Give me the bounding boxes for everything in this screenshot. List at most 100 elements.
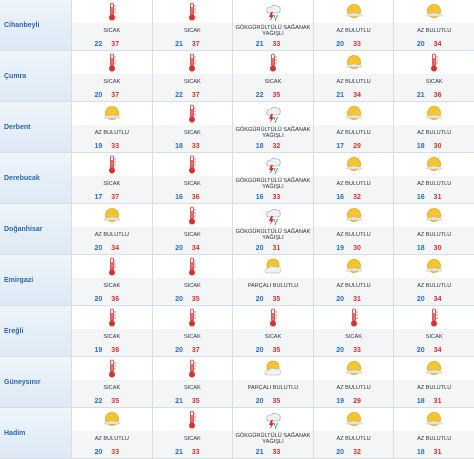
low-temp: 20 — [94, 448, 103, 456]
condition: SICAK — [183, 78, 201, 85]
low-temp: 18 — [255, 142, 264, 150]
icon — [424, 206, 444, 226]
day-details: AZ BULUTLU 17 29 — [313, 125, 394, 152]
low-temp: 21 — [255, 40, 264, 48]
day-cell: SICAK 19 38 — [72, 306, 153, 356]
day-cell: AZ BULUTLU 20 33 — [72, 408, 153, 458]
weather-icon — [153, 102, 233, 125]
condition: SICAK — [264, 333, 282, 340]
low-temp: 17 — [336, 142, 345, 150]
icon — [263, 410, 283, 430]
icon — [263, 257, 283, 277]
icon — [424, 410, 444, 430]
day-details: SICAK 20 35 — [152, 278, 233, 305]
icon — [182, 308, 202, 328]
temperatures: 20 34 — [394, 38, 474, 50]
day-details: SICAK 21 35 — [152, 380, 233, 407]
weather-icon — [233, 357, 313, 380]
temperatures: 16 33 — [233, 191, 313, 203]
weather-icon — [314, 153, 394, 176]
icon — [344, 359, 364, 379]
weather-icon — [394, 0, 474, 23]
weather-icon — [72, 102, 152, 125]
weather-icon — [72, 408, 152, 431]
condition: PARÇALI BULUTLU — [247, 384, 299, 391]
day-details: SICAK 22 35 — [72, 380, 152, 407]
low-temp: 18 — [416, 397, 425, 405]
day-cell: SICAK 20 36 — [72, 255, 153, 305]
weather-icon — [72, 306, 152, 329]
low-temp: 21 — [255, 448, 264, 456]
condition: SICAK — [345, 333, 362, 340]
icon — [424, 257, 444, 277]
condition: AZ BULUTLU — [417, 27, 452, 34]
weather-icon — [314, 51, 394, 74]
low-temp: 20 — [416, 295, 425, 303]
weather-icon — [72, 51, 152, 74]
condition: SICAK — [425, 78, 443, 85]
day-cell: SICAK 22 35 — [233, 51, 314, 101]
high-temp: 33 — [272, 193, 281, 201]
icon — [424, 104, 444, 124]
weather-icon — [153, 51, 233, 74]
day-details: SICAK 20 33 — [313, 329, 394, 356]
high-temp: 31 — [433, 193, 442, 201]
icon — [182, 2, 202, 22]
condition: AZ BULUTLU — [336, 384, 371, 391]
low-temp: 22 — [94, 397, 103, 405]
day-cell: AZ BULUTLU 18 31 — [394, 408, 474, 458]
low-temp: 20 — [175, 295, 183, 303]
day-cell: AZ BULUTLU 20 32 — [313, 408, 395, 458]
condition: AZ BULUTLU — [336, 231, 371, 238]
weather-icon — [153, 357, 233, 380]
high-temp: 34 — [111, 244, 120, 252]
day-details: SICAK 21 37 — [152, 23, 233, 50]
low-temp: 20 — [175, 346, 183, 354]
day-cell: SICAK 21 36 — [394, 51, 474, 101]
icon — [182, 359, 202, 379]
city-name: Derbent — [0, 102, 72, 152]
icon — [102, 308, 122, 328]
weather-icon — [394, 102, 474, 125]
day-cell: AZ BULUTLU 18 30 — [394, 102, 474, 152]
day-cell: AZ BULUTLU 20 34 — [394, 0, 474, 50]
high-temp: 33 — [191, 448, 200, 456]
condition: AZ BULUTLU — [417, 435, 452, 442]
temperatures: 20 31 — [233, 242, 313, 254]
high-temp: 33 — [191, 142, 200, 150]
high-temp: 30 — [433, 244, 442, 252]
high-temp: 35 — [272, 397, 281, 405]
day-details: SICAK 21 36 — [394, 74, 474, 101]
high-temp: 35 — [272, 295, 281, 303]
weather-icon — [314, 357, 394, 380]
icon — [344, 257, 364, 277]
condition: GÖKGÜRÜLTÜLÜ SAĞANAK YAĞIŞLI — [235, 432, 311, 445]
day-cell: AZ BULUTLU 17 29 — [313, 102, 395, 152]
weather-icon — [233, 0, 313, 23]
weather-icon — [394, 255, 474, 278]
high-temp: 34 — [433, 346, 442, 354]
condition: SICAK — [103, 282, 121, 289]
high-temp: 35 — [272, 91, 281, 99]
high-temp: 38 — [111, 346, 120, 354]
day-details: AZ BULUTLU 20 34 — [394, 23, 474, 50]
icon — [424, 308, 444, 328]
icon — [344, 308, 364, 328]
weather-icon — [314, 255, 394, 278]
low-temp: 21 — [416, 91, 425, 99]
row: Emirgazi SICAK 20 36 SICAK 20 35 PARÇALI BULUTL… — [0, 255, 474, 306]
condition: GÖKGÜRÜLTÜLÜ SAĞANAK YAĞIŞLI — [235, 177, 311, 190]
temperatures: 16 36 — [153, 191, 233, 203]
temperatures: 20 34 — [394, 293, 474, 305]
low-temp: 18 — [416, 142, 425, 150]
low-temp: 16 — [416, 193, 425, 201]
temperatures: 18 31 — [394, 446, 474, 458]
day-cell: SICAK 20 33 — [313, 306, 395, 356]
day-details: AZ BULUTLU 19 29 — [313, 380, 394, 407]
temperatures: 22 35 — [72, 395, 152, 407]
icon — [263, 206, 283, 226]
day-details: SICAK 20 36 — [72, 278, 152, 305]
weather-icon — [153, 306, 233, 329]
low-temp: 16 — [336, 193, 345, 201]
row: Derebucak SICAK 17 37 SICAK 16 36 GÖKGÜRÜLTÜLÜ … — [0, 153, 474, 204]
